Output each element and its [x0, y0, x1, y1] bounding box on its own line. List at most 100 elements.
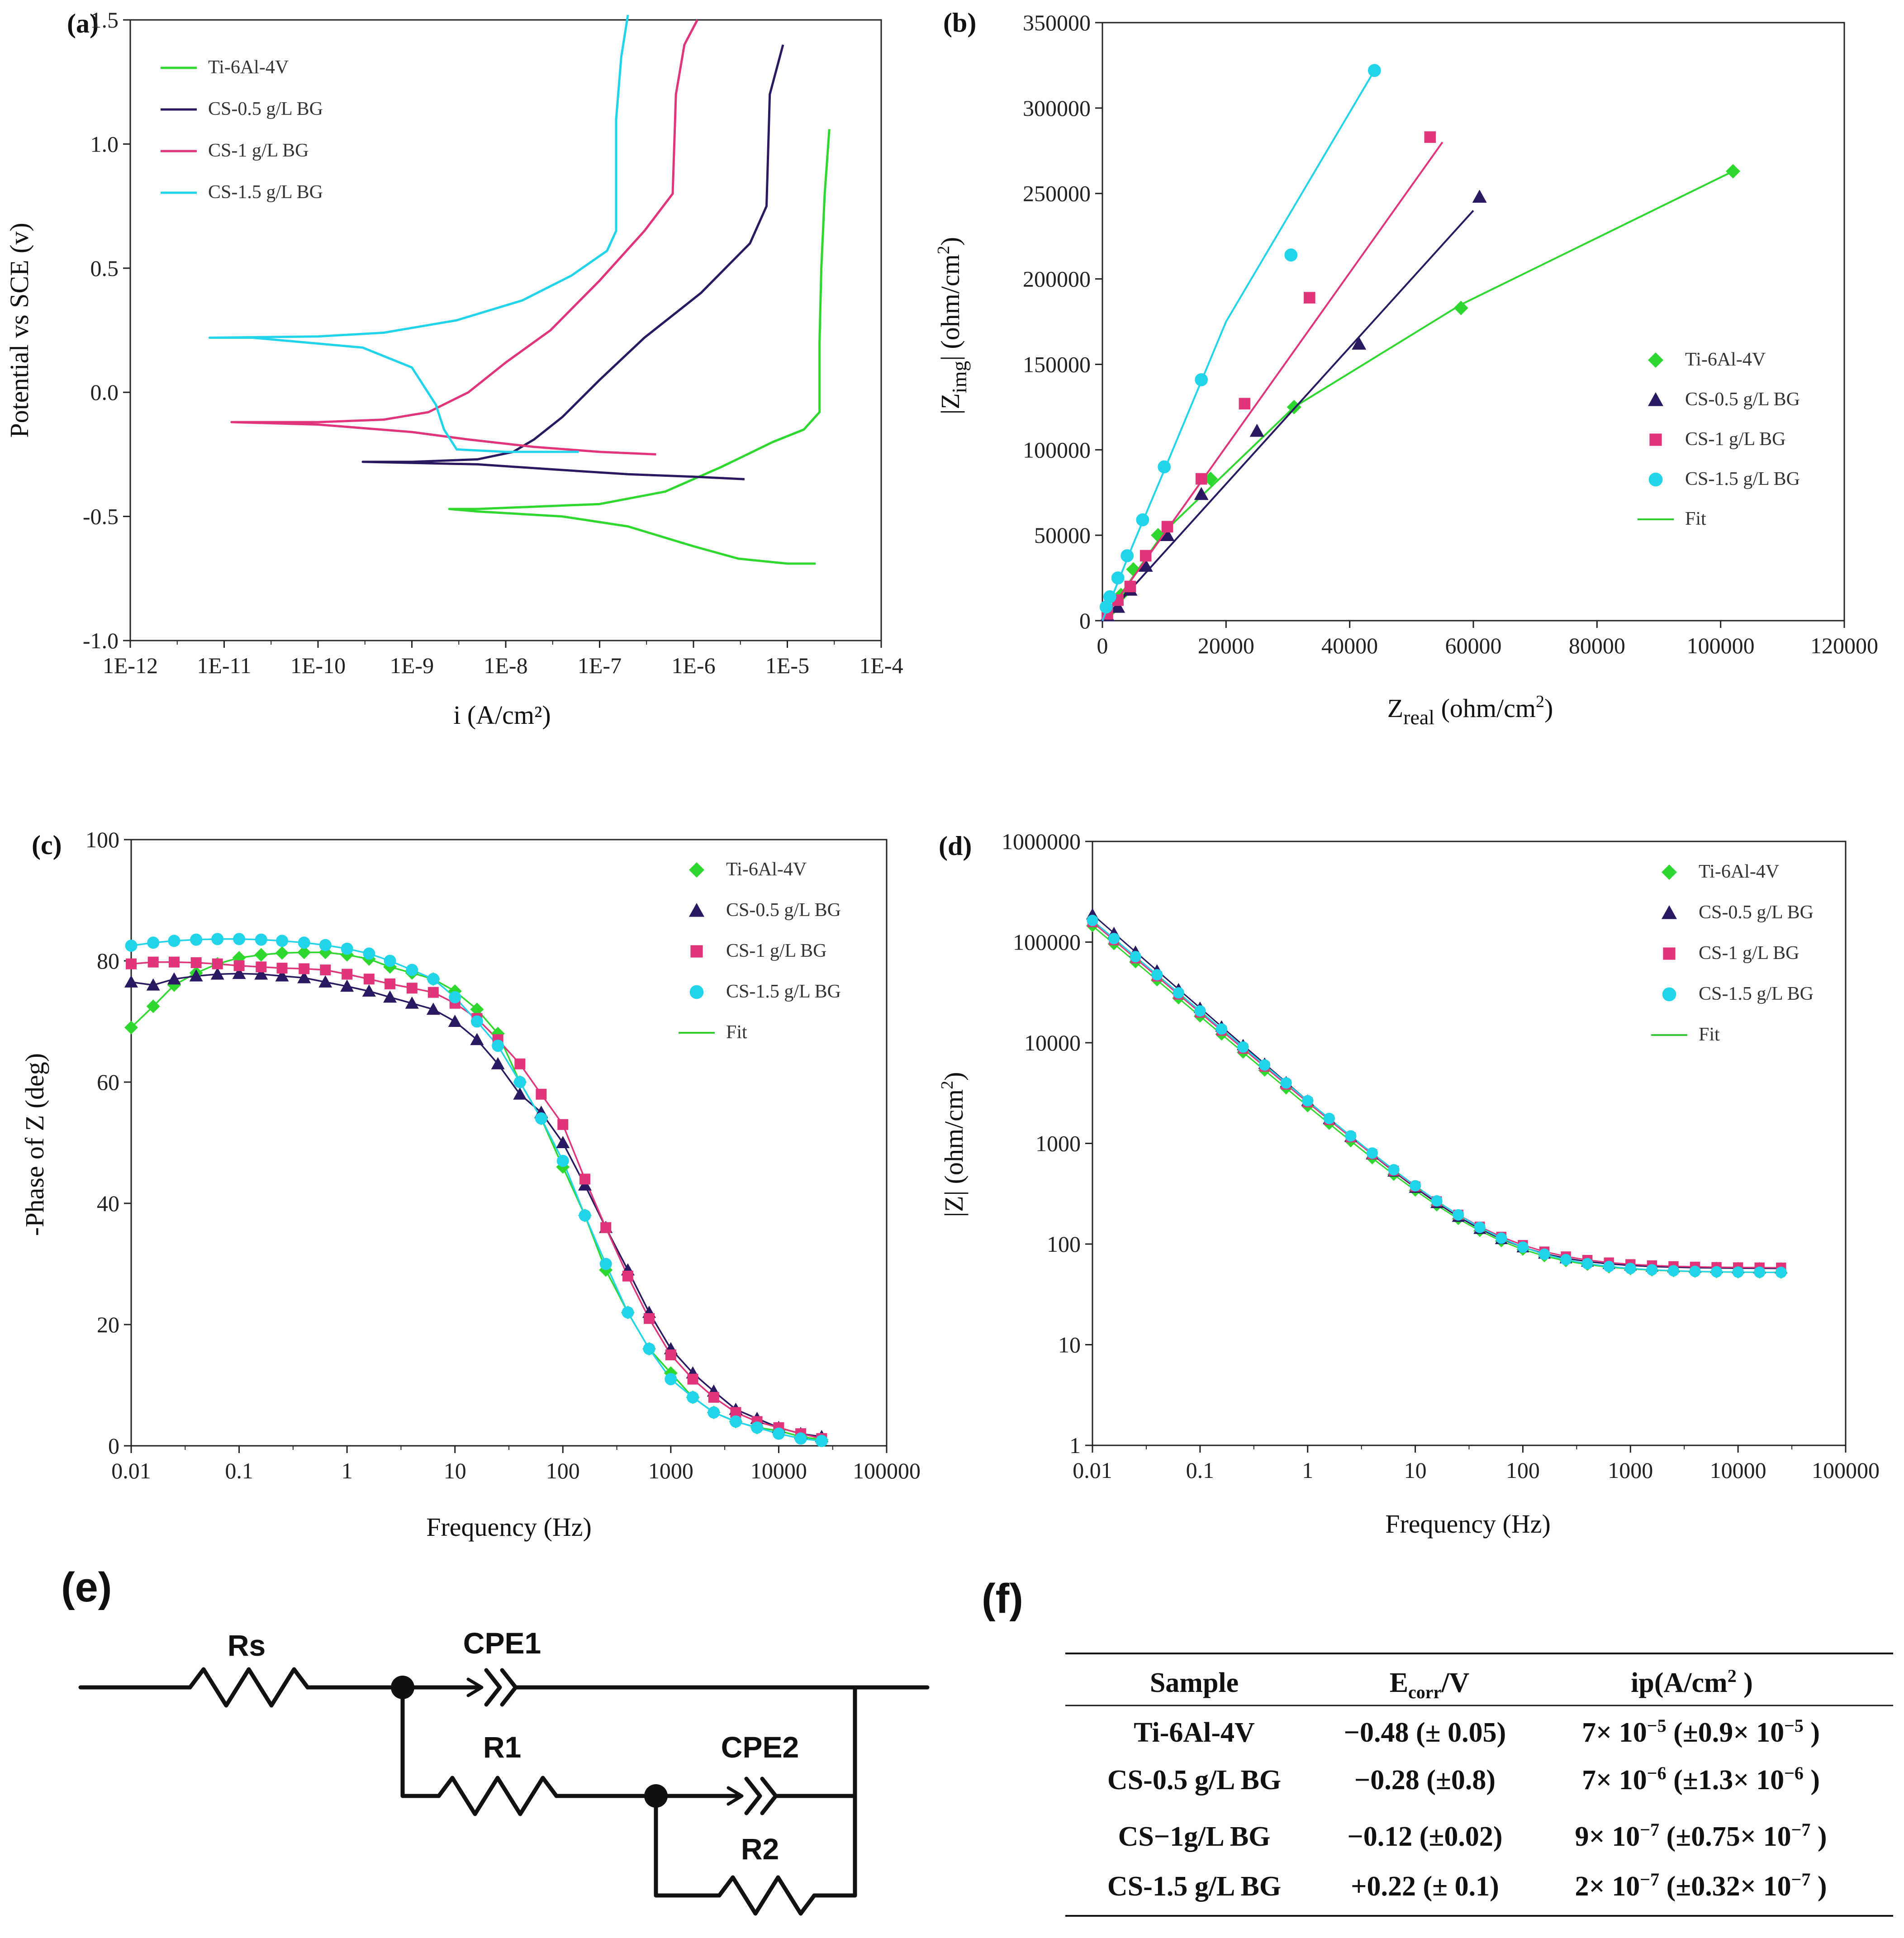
- panel-c-x-tick-label: 100000: [853, 1458, 921, 1483]
- panel-d-fit-line-cs-1-g-l-bg: [1092, 922, 1781, 1268]
- panel-b-plot-frame: [1102, 22, 1845, 622]
- panel-b-legend-marker: [1648, 392, 1663, 406]
- panel-c-point-cs-0-5-g-l-bg: [167, 972, 181, 985]
- panel-c-point-cs-1-g-l-bg: [342, 969, 353, 980]
- panel-c-point-cs-0-5-g-l-bg: [426, 1002, 440, 1015]
- table-row: Ti-6Al-4V −0.48 (± 0.05) 7× 10−5 (±0.9× …: [1134, 1715, 1820, 1748]
- panel-c-point-cs-1-g-l-bg: [126, 958, 137, 969]
- header-ecorr-end: /V: [1441, 1667, 1469, 1698]
- panel-b-y-ticks: 0 50000 100000 150000 200000 250000 300000 3500…: [1023, 10, 1102, 633]
- row-ip-a: 7× 10: [1582, 1717, 1647, 1748]
- panel-d-x-axis-label: Frequency (Hz): [1385, 1509, 1551, 1539]
- panel-c-x-tick-label: 10: [444, 1458, 466, 1483]
- panel-d-point-cs-1-5-g-l-bg: [1474, 1221, 1486, 1233]
- panel-b-y-tick-label: 250000: [1023, 181, 1091, 206]
- panel-b-y-tick-label: 0: [1079, 608, 1091, 633]
- panel-c-point-cs-1-g-l-bg: [190, 957, 202, 969]
- panel-c-point-cs-0-5-g-l-bg: [189, 969, 203, 982]
- panel-a-legend: Ti-6Al-4V CS-0.5 g/L BG CS-1 g/L BG CS-1.5 …: [161, 57, 323, 203]
- panel-d-point-cs-1-5-g-l-bg: [1496, 1232, 1507, 1244]
- panel-d-y-tick-label: 100: [1047, 1231, 1081, 1257]
- panel-b-y-tick-label: 300000: [1023, 95, 1091, 121]
- r1-label: R1: [483, 1730, 521, 1764]
- panel-e-label: (e): [61, 1564, 112, 1610]
- panel-c-point-cs-0-5-g-l-bg: [556, 1136, 570, 1148]
- panel-c-x-tick-label: 1000: [648, 1458, 693, 1483]
- panel-c-point-cs-1-g-l-bg: [385, 978, 396, 989]
- r2-label: R2: [741, 1832, 779, 1866]
- panel-d-label: (d): [939, 831, 972, 861]
- panel-c-point-ti-6al-4v: [297, 945, 311, 960]
- row-ip: 2× 10−7 (±0.32× 10−7 ): [1575, 1869, 1827, 1902]
- panel-c-point-cs-1-g-l-bg: [557, 1119, 569, 1130]
- panel-b-x-label-unit: (ohm/cm: [1434, 694, 1536, 723]
- panel-d-legend-marker: [1662, 987, 1676, 1002]
- panel-c-point-cs-0-5-g-l-bg: [254, 967, 268, 980]
- panel-b-y-tick-label: 350000: [1023, 10, 1091, 35]
- panel-a-x-axis-label: i (A/cm²): [453, 700, 551, 730]
- row-ip-c: ): [1804, 1765, 1820, 1796]
- panel-b-point-cs-1-5-g-l-bg: [1158, 460, 1171, 474]
- panel-c-point-cs-1-5-g-l-bg: [772, 1427, 785, 1440]
- panel-b-nyquist-chart: (b) 0 20000 40000 60000 80000 100000 120000 0 5…: [934, 8, 1878, 729]
- panel-c-point-cs-1-5-g-l-bg: [211, 933, 224, 945]
- panel-d-point-cs-1-5-g-l-bg: [1130, 951, 1141, 963]
- panel-b-point-cs-1-g-l-bg: [1424, 131, 1436, 143]
- row-ecorr: +0.22 (± 0.1): [1351, 1871, 1499, 1902]
- panel-c-x-tick-label: 100: [546, 1458, 580, 1483]
- panel-a-x-tick-label: 1E-5: [765, 653, 809, 678]
- panel-d-point-cs-1-5-g-l-bg: [1603, 1261, 1615, 1273]
- panel-b-point-cs-1-5-g-l-bg: [1284, 248, 1298, 262]
- row-ip-a-exp: −7: [1640, 1819, 1659, 1840]
- panel-c-point-cs-1-5-g-l-bg: [492, 1040, 504, 1052]
- panel-d-legend-item-cs-0-5-g-l-bg: CS-0.5 g/L BG: [1699, 902, 1814, 923]
- panel-b-point-cs-1-5-g-l-bg: [1103, 590, 1116, 603]
- panel-c-point-cs-0-5-g-l-bg: [232, 967, 246, 979]
- row-ip: 9× 10−7 (±0.75× 10−7 ): [1575, 1819, 1827, 1852]
- panel-c-point-cs-1-g-l-bg: [147, 956, 159, 968]
- panel-c-point-cs-1-5-g-l-bg: [363, 947, 375, 960]
- panel-d-point-cs-1-5-g-l-bg: [1302, 1095, 1314, 1107]
- panel-a-x-tick-label: 1E-7: [578, 653, 622, 678]
- panel-c-point-cs-1-5-g-l-bg: [384, 955, 396, 967]
- row-sample: CS−1g/L BG: [1118, 1821, 1271, 1852]
- panel-d-point-cs-1-5-g-l-bg: [1258, 1059, 1271, 1071]
- panel-c-point-cs-1-5-g-l-bg: [406, 964, 418, 976]
- panel-b-x-tick-label: 80000: [1569, 633, 1625, 658]
- panel-b-point-cs-1-g-l-bg: [1195, 473, 1207, 485]
- panel-d-point-cs-1-5-g-l-bg: [1431, 1195, 1443, 1207]
- panel-c-point-cs-1-5-g-l-bg: [233, 933, 246, 945]
- panel-b-x-axis-label: Zreal (ohm/cm2): [1387, 692, 1553, 729]
- panel-d-fit-line-cs-1-5-g-l-bg: [1092, 920, 1781, 1273]
- row-ip-a-exp: −7: [1640, 1869, 1659, 1890]
- row-ip-c: ): [1810, 1821, 1827, 1852]
- panel-c-phase-chart: (c) 0.01 0.1 1 10 100 1000 10000 100000 0 20 40 60…: [20, 827, 921, 1542]
- panel-b-point-cs-0-5-g-l-bg: [1138, 559, 1153, 572]
- panel-b-y-axis-label: |Zimg| (ohm/cm2): [934, 237, 971, 414]
- panel-c-point-cs-1-5-g-l-bg: [147, 936, 160, 949]
- panel-d-legend-item-cs-1-5-g-l-bg: CS-1.5 g/L BG: [1699, 983, 1814, 1004]
- panel-b-y-label-sup: 2: [934, 246, 953, 254]
- panel-c-point-cs-1-5-g-l-bg: [687, 1391, 699, 1404]
- panel-d-point-cs-1-5-g-l-bg: [1409, 1180, 1421, 1192]
- panel-b-point-cs-1-g-l-bg: [1124, 580, 1136, 593]
- panel-d-fit-line-cs-0-5-g-l-bg: [1092, 914, 1781, 1269]
- panel-c-point-ti-6al-4v: [254, 948, 268, 962]
- panel-f-table: (f) Sample Ecorr/V ip(A/cm2 ) Ti-6Al-4V …: [982, 1576, 1893, 1917]
- panel-c-point-cs-1-5-g-l-bg: [556, 1154, 569, 1167]
- panel-c-point-cs-1-g-l-bg: [579, 1173, 590, 1185]
- panel-b-y-tick-label: 150000: [1023, 352, 1091, 377]
- panel-c-legend-item-ti-6al-4v: Ti-6Al-4V: [726, 859, 807, 880]
- panel-c-point-cs-1-5-g-l-bg: [815, 1434, 828, 1447]
- panel-c-point-cs-0-5-g-l-bg: [362, 984, 376, 997]
- panel-c-x-ticks: 0.01 0.1 1 10 100 1000 10000 100000: [111, 1446, 921, 1483]
- panel-b-label: (b): [943, 8, 976, 38]
- panel-c-legend-item-fit: Fit: [726, 1022, 747, 1043]
- panel-c-point-cs-0-5-g-l-bg: [340, 979, 354, 992]
- panel-b-fit-line-cs-1-5-g-l-bg: [1102, 70, 1376, 621]
- panel-c-point-cs-0-5-g-l-bg: [448, 1015, 462, 1027]
- panel-c-label: (c): [32, 830, 62, 860]
- panel-a-x-tick-label: 1E-11: [197, 653, 251, 678]
- panel-d-point-cs-1-5-g-l-bg: [1517, 1241, 1529, 1253]
